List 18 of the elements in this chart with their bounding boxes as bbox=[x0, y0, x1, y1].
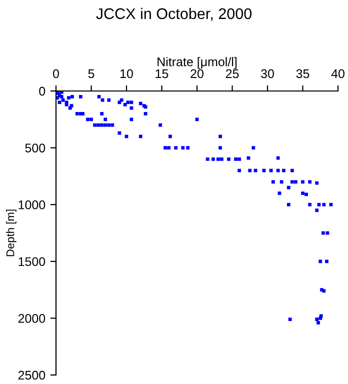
y-tick-label: 2000 bbox=[18, 314, 46, 323]
x-tick-label: 5 bbox=[88, 69, 94, 78]
x-tick-label: 35 bbox=[296, 69, 310, 78]
y-tick-label: 1000 bbox=[18, 200, 46, 210]
x-axis-title: Nitrate [μmol/l] bbox=[158, 57, 237, 69]
chart-title: JCCX in October, 2000 bbox=[96, 8, 252, 21]
y-tick-label: 0 bbox=[39, 86, 46, 96]
x-tick-label: 40 bbox=[331, 69, 344, 78]
y-tick-label: 1500 bbox=[18, 257, 46, 266]
x-tick-label: 15 bbox=[156, 69, 168, 78]
y-tick-label: 2500 bbox=[18, 370, 46, 380]
x-tick-label: 20 bbox=[190, 69, 204, 78]
x-tick-label: 30 bbox=[261, 69, 274, 78]
x-tick-label: 25 bbox=[226, 69, 239, 78]
x-tick-label: 0 bbox=[53, 69, 59, 78]
x-tick-label: 10 bbox=[120, 69, 133, 78]
y-tick-label: 500 bbox=[25, 144, 46, 152]
y-axis-title: Depth [m] bbox=[6, 210, 16, 256]
